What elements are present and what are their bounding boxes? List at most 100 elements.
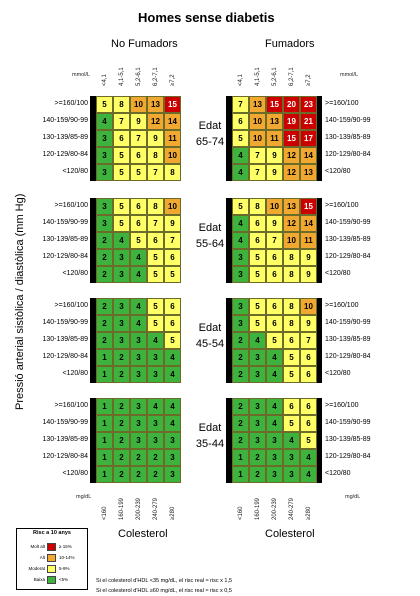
risk-cell: 4: [232, 147, 249, 164]
risk-cell: 2: [147, 449, 164, 466]
risk-cell: 5: [130, 164, 147, 181]
risk-cell: 2: [113, 349, 130, 366]
risk-cell: 2: [113, 366, 130, 383]
risk-cell: 7: [130, 130, 147, 147]
risk-cell: 5: [232, 198, 249, 215]
legend-item: Molt alt ≥ 15%: [17, 542, 85, 552]
cholesterol-tick-label: ≥7,2: [306, 74, 312, 86]
risk-cell: 2: [249, 466, 266, 483]
risk-cell: 4: [164, 349, 181, 366]
risk-cell: 5: [113, 215, 130, 232]
risk-cell: 6: [300, 415, 317, 432]
risk-cell: 4: [130, 266, 147, 283]
bp-row-label: 130-139/85-89: [42, 336, 88, 343]
bp-row-label: 140-159/90-99: [42, 219, 88, 226]
risk-cell: 3: [96, 130, 113, 147]
risk-cell: 10: [130, 96, 147, 113]
risk-cell: 15: [283, 130, 300, 147]
bp-row-label: 130-139/85-89: [325, 134, 371, 141]
risk-cell: 6: [130, 215, 147, 232]
risk-cell: 12: [283, 215, 300, 232]
risk-cell: 19: [283, 113, 300, 130]
risk-cell: 6: [283, 332, 300, 349]
panel-left-bar: [226, 398, 232, 483]
risk-cell: 7: [232, 96, 249, 113]
risk-cell: 8: [283, 298, 300, 315]
legend-item-range: 5-9%: [59, 566, 70, 571]
risk-cell: 6: [300, 398, 317, 415]
bp-row-label: 140-159/90-99: [42, 419, 88, 426]
risk-cell: 3: [130, 415, 147, 432]
risk-cell: 13: [266, 113, 283, 130]
risk-cell: 6: [266, 266, 283, 283]
legend-swatch: [47, 554, 56, 562]
risk-cell: 4: [164, 398, 181, 415]
risk-cell: 9: [266, 164, 283, 181]
risk-cell: 1: [96, 398, 113, 415]
risk-cell: 8: [147, 198, 164, 215]
risk-cell: 3: [164, 449, 181, 466]
x-axis-label-right: Colesterol: [265, 528, 315, 540]
age-group-label: Edat 55-64: [195, 222, 225, 250]
risk-cell: 23: [300, 96, 317, 113]
risk-cell: 2: [96, 315, 113, 332]
unit-mgdl-right: mg/dL: [345, 494, 361, 500]
legend-item: Moderat 5-9%: [17, 564, 85, 574]
risk-cell: 5: [164, 266, 181, 283]
risk-cell: 5: [147, 266, 164, 283]
risk-cell: 2: [113, 466, 130, 483]
cholesterol-tick-label: ≥7,2: [170, 74, 176, 86]
risk-cell: 7: [147, 215, 164, 232]
risk-cell: 1: [96, 466, 113, 483]
risk-cell: 3: [147, 415, 164, 432]
risk-cell: 2: [96, 249, 113, 266]
legend-item: Baixa <5%: [17, 575, 85, 585]
risk-cell: 10: [249, 113, 266, 130]
risk-cell: 5: [266, 332, 283, 349]
risk-cell: 3: [130, 349, 147, 366]
risk-cell: 3: [283, 449, 300, 466]
risk-cell: 8: [283, 249, 300, 266]
risk-cell: 4: [164, 366, 181, 383]
risk-cell: 8: [283, 315, 300, 332]
cholesterol-tick-label: ≥280: [306, 506, 312, 520]
risk-cell: 3: [147, 366, 164, 383]
legend-item-range: <5%: [59, 577, 69, 582]
risk-cell: 5: [113, 147, 130, 164]
risk-cell: 3: [232, 298, 249, 315]
risk-cell: 3: [96, 147, 113, 164]
bp-row-label: >=160/100: [54, 202, 88, 209]
risk-cell: 4: [266, 415, 283, 432]
risk-legend: Risc a 10 anys Molt alt ≥ 15% Alt 10-14% Mod…: [16, 528, 88, 590]
bp-row-label: 140-159/90-99: [325, 319, 371, 326]
risk-cell: 4: [147, 398, 164, 415]
age-group-label: Edat 45-54: [195, 322, 225, 350]
risk-cell: 4: [283, 432, 300, 449]
risk-cell: 14: [300, 147, 317, 164]
risk-cell: 6: [300, 349, 317, 366]
legend-swatch: [47, 565, 56, 573]
legend-swatch: [47, 576, 56, 584]
bp-row-label: <120/80: [325, 370, 351, 377]
risk-cell: 4: [147, 332, 164, 349]
risk-cell: 7: [266, 232, 283, 249]
risk-cell: 6: [283, 398, 300, 415]
risk-cell: 1: [96, 349, 113, 366]
risk-cell: 6: [164, 315, 181, 332]
risk-cell: 4: [130, 298, 147, 315]
risk-cell: 12: [283, 164, 300, 181]
risk-cell: 10: [249, 130, 266, 147]
risk-cell: 6: [266, 298, 283, 315]
bp-row-label: 120-129/80-84: [325, 353, 371, 360]
panel-right-bar: [317, 96, 322, 181]
risk-cell: 1: [232, 466, 249, 483]
risk-cell: 7: [164, 232, 181, 249]
risk-cell: 3: [113, 332, 130, 349]
bp-row-label: 130-139/85-89: [325, 436, 371, 443]
cholesterol-tick-label: 200-239: [136, 497, 142, 520]
risk-cell: 10: [266, 198, 283, 215]
risk-cell: 6: [232, 113, 249, 130]
risk-cell: 6: [164, 249, 181, 266]
bp-row-label: <120/80: [62, 270, 89, 277]
risk-cell: 4: [266, 398, 283, 415]
